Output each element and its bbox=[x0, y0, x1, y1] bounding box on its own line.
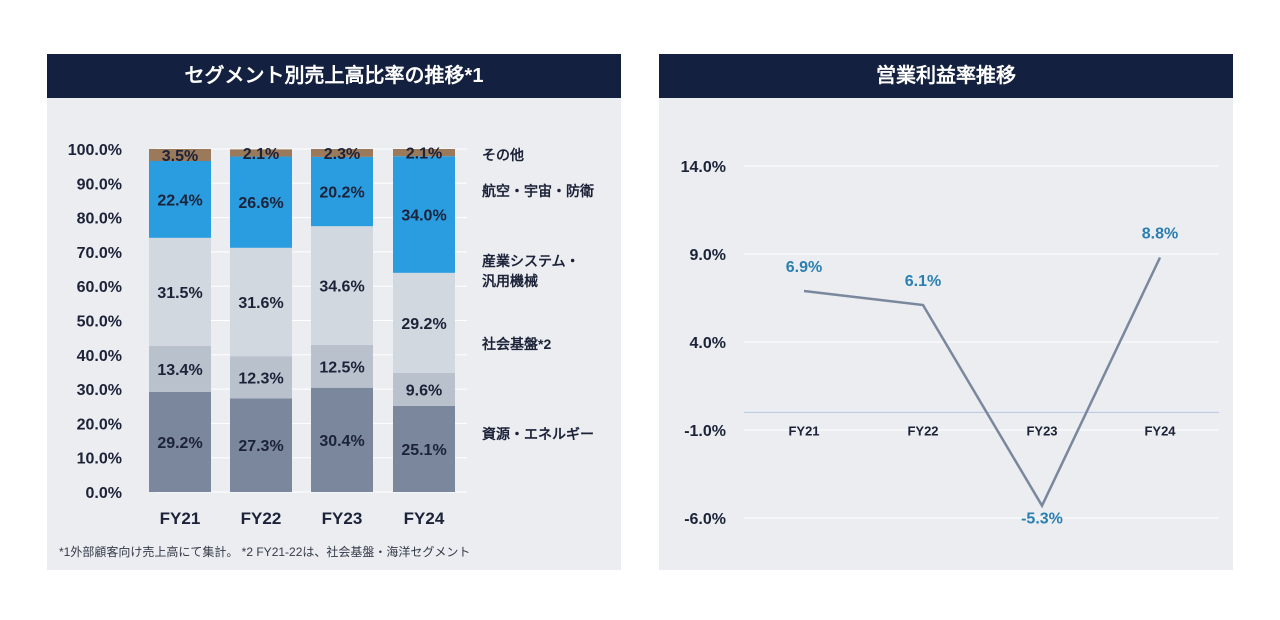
bar-segment bbox=[311, 149, 373, 157]
y-tick-label: -6.0% bbox=[684, 511, 726, 528]
bar-segment bbox=[393, 372, 455, 406]
y-tick-label: 4.0% bbox=[690, 335, 726, 352]
y-tick-label: 40.0% bbox=[77, 348, 122, 365]
data-label: 31.6% bbox=[238, 295, 283, 312]
x-tick-label: FY23 bbox=[1026, 423, 1057, 438]
bar-segment bbox=[311, 387, 373, 492]
data-label: 2.1% bbox=[406, 146, 442, 163]
data-label: 29.2% bbox=[157, 435, 202, 452]
margin-line bbox=[803, 256, 1162, 509]
bar-segment bbox=[230, 398, 292, 492]
legend-label: 資源・エネルギー bbox=[482, 426, 594, 442]
x-tick-label: FY23 bbox=[322, 509, 363, 528]
y-tick-label: 10.0% bbox=[77, 451, 122, 468]
data-label: 34.6% bbox=[319, 279, 364, 296]
bar-segment bbox=[311, 226, 373, 345]
x-tick-label: FY22 bbox=[907, 423, 938, 438]
y-tick-label: 80.0% bbox=[77, 211, 122, 228]
data-label: 26.6% bbox=[238, 195, 283, 212]
y-tick-label: 60.0% bbox=[77, 279, 122, 296]
y-tick-label: 30.0% bbox=[77, 382, 122, 399]
legend-label: 社会基盤*2 bbox=[481, 336, 551, 352]
data-label: 12.5% bbox=[319, 359, 364, 376]
data-label: 6.1% bbox=[905, 273, 941, 290]
data-label: 12.3% bbox=[238, 370, 283, 387]
y-tick-label: 0.0% bbox=[86, 485, 122, 502]
data-label: 30.4% bbox=[319, 433, 364, 450]
footnote: *1外部顧客向け売上高にて集計。 *2 FY21-22は、社会基盤・海洋セグメン… bbox=[59, 545, 471, 559]
bar-segment bbox=[149, 237, 211, 346]
data-label: -5.3% bbox=[1021, 511, 1063, 528]
bar-segment bbox=[230, 156, 292, 248]
data-label: 2.1% bbox=[243, 146, 279, 163]
bar-segment bbox=[149, 161, 211, 238]
bar-segment bbox=[230, 247, 292, 357]
y-tick-label: 9.0% bbox=[690, 247, 726, 264]
data-label: 6.9% bbox=[786, 259, 822, 276]
bar-segment bbox=[393, 405, 455, 492]
data-label: 2.3% bbox=[324, 146, 360, 163]
legend-label: 航空・宇宙・防衛 bbox=[482, 183, 594, 199]
operating-margin-chart: -6.0% -1.0% 4.0% 9.0% 14.0% FY21 FY22 FY23 FY24 6… bbox=[681, 159, 1219, 528]
data-label: 20.2% bbox=[319, 185, 364, 202]
y-tick-label: 90.0% bbox=[77, 176, 122, 193]
data-label: 3.5% bbox=[162, 148, 198, 165]
data-label: 9.6% bbox=[406, 382, 442, 399]
segment-ratio-panel: セグメント別売上高比率の推移*1 0.0% 10.0% 20.0% 30.0% 40.0… bbox=[47, 54, 621, 570]
bar-segment bbox=[149, 345, 211, 392]
x-tick-label: FY21 bbox=[160, 509, 201, 528]
data-label: 8.8% bbox=[1142, 226, 1178, 243]
x-tick-label: FY21 bbox=[788, 423, 819, 438]
data-label: 22.4% bbox=[157, 192, 202, 209]
bar-segment bbox=[311, 156, 373, 227]
x-tick-label: FY22 bbox=[241, 509, 282, 528]
x-tick-label: FY24 bbox=[404, 509, 445, 528]
y-tick-label: 50.0% bbox=[77, 314, 122, 331]
bar-segment bbox=[393, 156, 455, 273]
y-tick-label: -1.0% bbox=[684, 423, 726, 440]
data-label: 31.5% bbox=[157, 285, 202, 302]
bar-segment bbox=[393, 272, 455, 373]
y-tick-label: 14.0% bbox=[681, 159, 726, 176]
y-tick-label: 70.0% bbox=[77, 245, 122, 262]
legend-label: 産業システム・ bbox=[482, 253, 580, 269]
data-label: 29.2% bbox=[401, 316, 446, 333]
data-label: 13.4% bbox=[157, 362, 202, 379]
y-tick-label: 20.0% bbox=[77, 416, 122, 433]
bar-segment bbox=[149, 391, 211, 492]
y-tick-label: 100.0% bbox=[68, 142, 122, 159]
margin-chart-title: 営業利益率推移 bbox=[659, 54, 1233, 98]
bar-segment bbox=[230, 149, 292, 157]
segment-chart-title: セグメント別売上高比率の推移*1 bbox=[47, 54, 621, 98]
data-label: 27.3% bbox=[238, 438, 283, 455]
bar-segment bbox=[230, 356, 292, 399]
bar-segment bbox=[311, 344, 373, 388]
legend-label: 汎用機械 bbox=[482, 273, 538, 289]
bar-segment bbox=[393, 149, 455, 157]
segment-ratio-chart: 0.0% 10.0% 20.0% 30.0% 40.0% 50.0% 60.0% 70.0% 8… bbox=[68, 142, 594, 528]
data-label: 34.0% bbox=[401, 208, 446, 225]
operating-margin-panel: 営業利益率推移 -6.0% -1.0% 4.0% 9.0% 14.0% FY21 FY22 F… bbox=[659, 54, 1233, 570]
data-label: 25.1% bbox=[401, 442, 446, 459]
x-tick-label: FY24 bbox=[1144, 423, 1176, 438]
legend-label: その他 bbox=[482, 147, 524, 163]
bar-segment bbox=[149, 149, 211, 162]
